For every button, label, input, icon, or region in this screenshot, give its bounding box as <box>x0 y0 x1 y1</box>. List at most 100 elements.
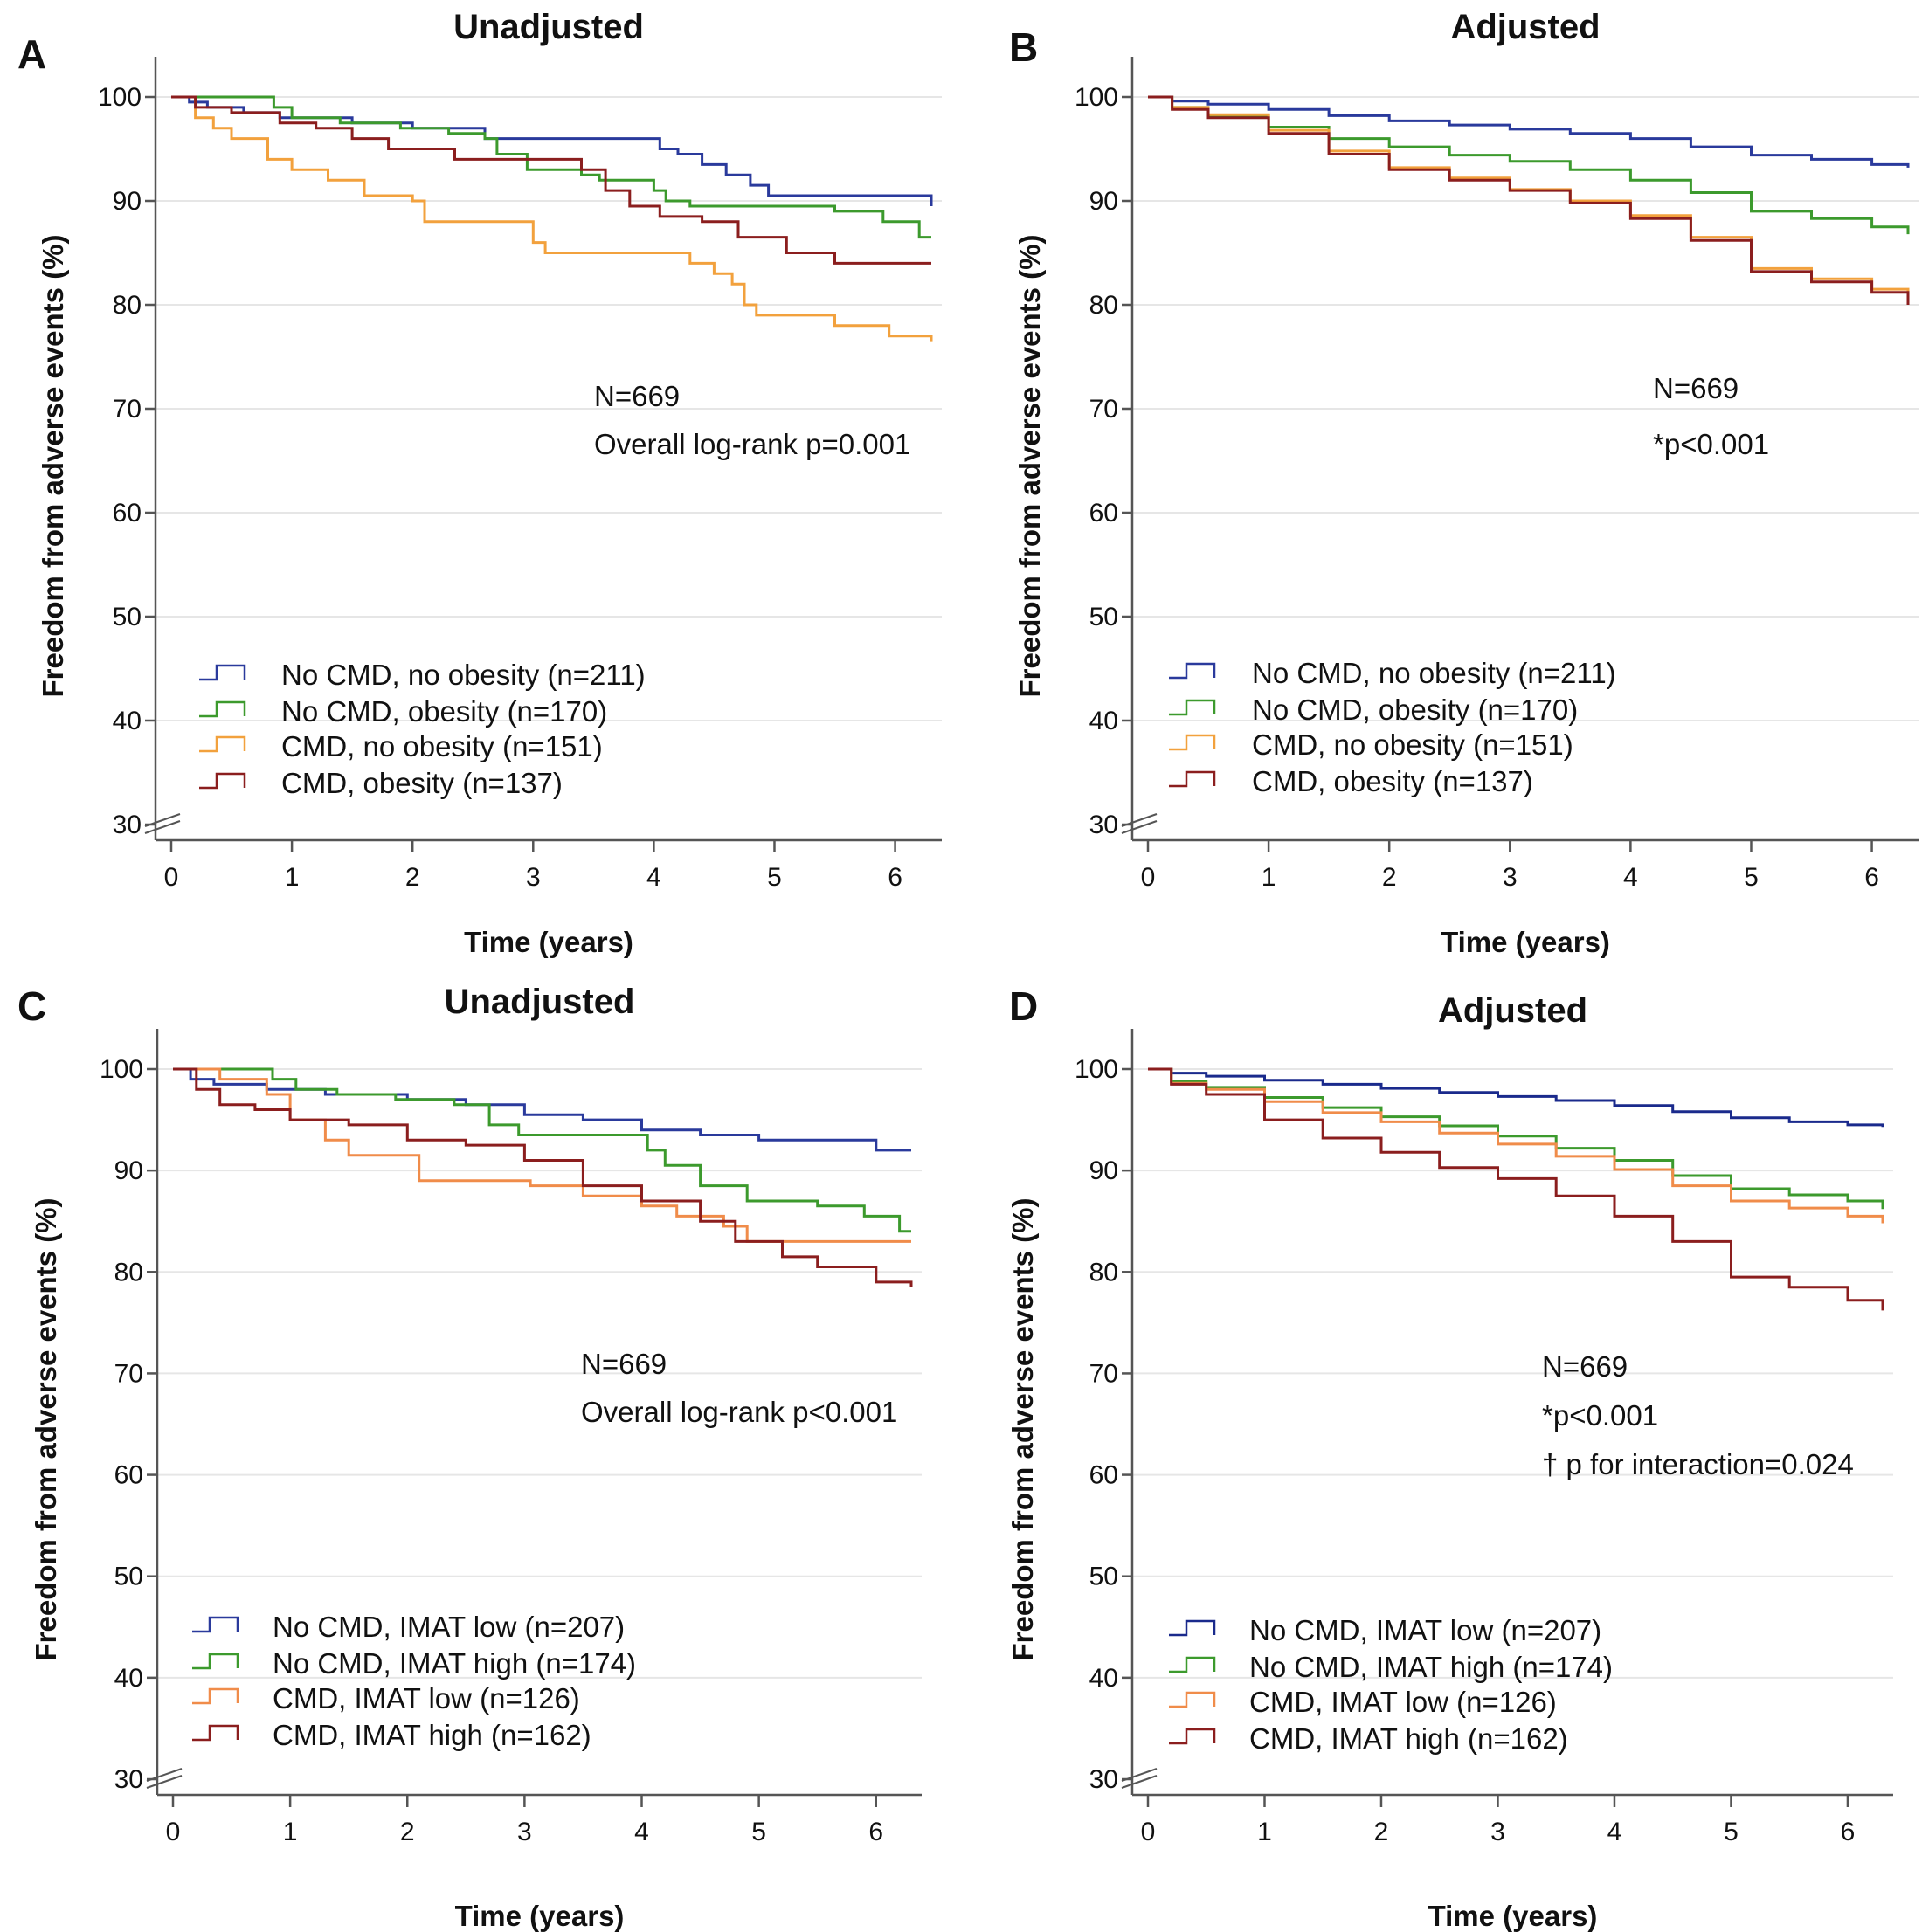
panel-letter: D <box>1009 983 1038 1029</box>
y-tick-label: 70 <box>114 1359 143 1388</box>
legend-item: No CMD, no obesity (n=211) <box>199 659 646 691</box>
x-tick-label: 6 <box>1864 863 1879 892</box>
y-tick-label: 60 <box>113 499 142 528</box>
series-line-4 <box>171 95 931 265</box>
y-tick-label: 100 <box>1075 83 1118 112</box>
y-axis-title: Freedom from adverse events (%) <box>30 1197 62 1660</box>
x-tick-label: 0 <box>164 863 179 892</box>
x-axis-title: Time (years) <box>1441 926 1610 958</box>
annotation-2: Overall log-rank p=0.001 <box>594 428 910 460</box>
legend-label: No CMD, IMAT low (n=207) <box>1249 1614 1601 1646</box>
x-tick-label: 5 <box>1724 1818 1739 1846</box>
gridlines <box>156 96 942 721</box>
legend-swatch <box>1169 734 1216 751</box>
legend-label: CMD, no obesity (n=151) <box>281 730 603 762</box>
x-tick-label: 5 <box>767 863 782 892</box>
gridlines <box>157 1068 922 1679</box>
x-tick-label: 5 <box>1744 863 1759 892</box>
series-line-3 <box>171 95 933 342</box>
legend-item: CMD, IMAT high (n=162) <box>192 1719 591 1751</box>
y-tick-label: 90 <box>1089 1156 1118 1185</box>
legend-item: CMD, IMAT high (n=162) <box>1169 1722 1568 1755</box>
legend-item: CMD, obesity (n=137) <box>199 767 563 799</box>
x-tick-label: 2 <box>400 1818 415 1846</box>
legend-item: CMD, no obesity (n=151) <box>1169 728 1573 761</box>
y-tick-label: 90 <box>1089 187 1118 216</box>
legend-label: No CMD, IMAT high (n=174) <box>273 1647 636 1680</box>
y-tick-label: 70 <box>1089 395 1118 424</box>
x-tick-label: 4 <box>1607 1818 1622 1846</box>
x-tick-label: 1 <box>1257 1818 1272 1846</box>
series-line-1 <box>173 1067 911 1152</box>
legend: No CMD, no obesity (n=211) No CMD, obesit… <box>199 659 646 799</box>
annotation-1: N=669 <box>594 380 680 412</box>
legend-swatch <box>192 1653 239 1670</box>
legend-label: No CMD, obesity (n=170) <box>281 695 607 728</box>
legend-label: CMD, no obesity (n=151) <box>1252 728 1573 761</box>
x-tick-label: 6 <box>868 1818 883 1846</box>
panel-title: Unadjusted <box>445 983 635 1021</box>
x-tick-label: 3 <box>1503 863 1518 892</box>
y-tick-label: 100 <box>98 83 142 112</box>
series-line-1 <box>1148 95 1910 168</box>
y-tick-label: 80 <box>1089 1258 1118 1287</box>
legend-label: CMD, obesity (n=137) <box>1252 765 1533 797</box>
x-axis-title: Time (years) <box>455 1900 625 1932</box>
y-tick-label: 60 <box>1089 499 1118 528</box>
legend-item: No CMD, IMAT low (n=207) <box>1169 1614 1601 1646</box>
legend-swatch <box>1169 1691 1216 1708</box>
y-tick-label: 50 <box>113 603 142 631</box>
legend-label: CMD, IMAT high (n=162) <box>273 1719 591 1751</box>
y-tick-label: 70 <box>113 395 142 424</box>
legend-swatch <box>192 1616 239 1633</box>
x-tick-label: 3 <box>517 1818 532 1846</box>
series-line-4 <box>173 1067 913 1287</box>
legend-swatch <box>192 1724 239 1742</box>
x-tick-label: 1 <box>1262 863 1276 892</box>
legend-label: No CMD, IMAT high (n=174) <box>1249 1651 1613 1683</box>
y-axis-title: Freedom from adverse events (%) <box>37 234 69 697</box>
legend-item: CMD, IMAT low (n=126) <box>192 1682 580 1715</box>
x-tick-label: 5 <box>751 1818 766 1846</box>
panel-letter: C <box>17 983 46 1029</box>
y-tick-label: 50 <box>1089 1563 1118 1591</box>
x-tick-label: 4 <box>646 863 661 892</box>
y-tick-label: 60 <box>114 1461 143 1490</box>
annotation-2: Overall log-rank p<0.001 <box>581 1396 897 1428</box>
legend-swatch <box>1169 1619 1216 1637</box>
annotation-2: *p<0.001 <box>1542 1399 1658 1432</box>
x-tick-label: 3 <box>1490 1818 1505 1846</box>
panel-c: C Unadjusted 30 40 50 60 70 80 90 100 0 1 2 3 4 5 6 Time … <box>17 983 922 1932</box>
legend-item: No CMD, obesity (n=170) <box>199 695 607 728</box>
y-tick-label: 80 <box>114 1258 143 1287</box>
gridlines <box>1132 96 1919 721</box>
y-tick-label: 30 <box>113 811 142 839</box>
annotation-3: † p for interaction=0.024 <box>1542 1448 1854 1480</box>
y-tick-label: 30 <box>1089 811 1118 839</box>
y-tick-label: 90 <box>113 187 142 216</box>
legend-label: No CMD, obesity (n=170) <box>1252 693 1578 726</box>
annotation-1: N=669 <box>1653 372 1739 404</box>
legend-label: No CMD, IMAT low (n=207) <box>273 1611 625 1643</box>
x-tick-label: 1 <box>283 1818 298 1846</box>
legend-swatch <box>199 772 246 790</box>
series-group <box>173 1067 913 1287</box>
x-tick-label: 0 <box>1141 863 1156 892</box>
series-line-3 <box>173 1067 911 1243</box>
legend-item: No CMD, IMAT high (n=174) <box>192 1647 636 1680</box>
legend-swatch <box>192 1687 239 1705</box>
series-group <box>171 95 933 342</box>
x-tick-label: 6 <box>1841 1818 1856 1846</box>
legend-item: No CMD, no obesity (n=211) <box>1169 657 1616 689</box>
legend-label: CMD, IMAT low (n=126) <box>1249 1686 1557 1718</box>
x-tick-label: 4 <box>634 1818 649 1846</box>
y-tick-label: 40 <box>114 1664 143 1693</box>
legend-item: CMD, no obesity (n=151) <box>199 730 603 762</box>
legend: No CMD, IMAT low (n=207) No CMD, IMAT hig… <box>192 1611 636 1751</box>
x-tick-label: 1 <box>285 863 300 892</box>
legend-item: CMD, obesity (n=137) <box>1169 765 1533 797</box>
y-axis-title: Freedom from adverse events (%) <box>1006 1197 1039 1660</box>
legend: No CMD, IMAT low (n=207) No CMD, IMAT hig… <box>1169 1614 1613 1755</box>
annotation-2: *p<0.001 <box>1653 428 1769 460</box>
gridlines <box>1132 1068 1893 1679</box>
